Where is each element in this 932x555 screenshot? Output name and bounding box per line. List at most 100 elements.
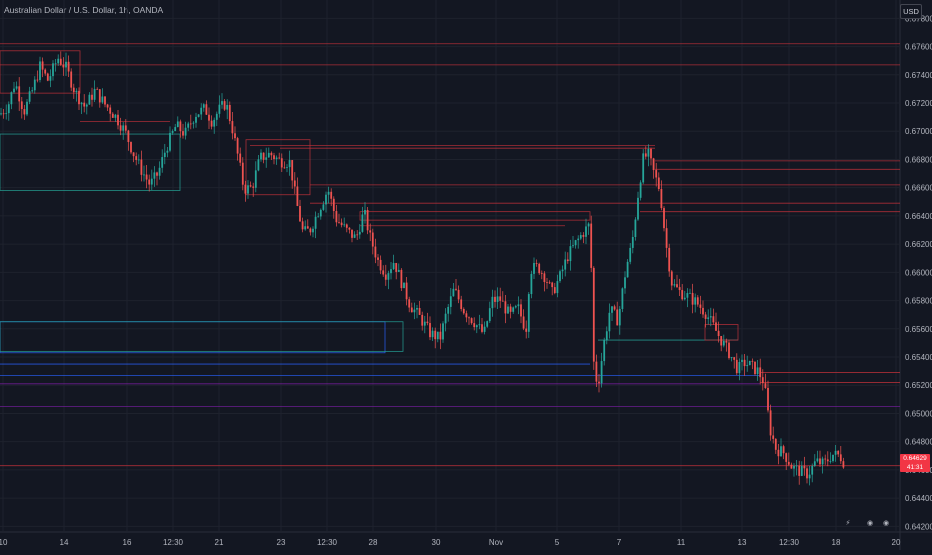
candle-body [733, 357, 736, 360]
candle-body [132, 152, 135, 157]
candle-body [249, 185, 252, 187]
candle-body [535, 263, 538, 264]
candle-body [579, 235, 582, 239]
candle-body [689, 292, 691, 294]
candle-body [117, 114, 119, 126]
y-tick-label: 0.64800 [905, 438, 932, 447]
candle-body [98, 89, 101, 103]
candle-body [304, 226, 307, 230]
candle-body [475, 325, 478, 328]
candle-body [387, 273, 390, 280]
x-tick-label: 7 [617, 538, 622, 547]
candle-body [109, 107, 112, 114]
candle-body [839, 454, 842, 462]
candle-body [96, 88, 99, 90]
candle-body [390, 269, 392, 274]
candle-body [751, 360, 754, 362]
candle-body [735, 359, 738, 374]
candle-body [834, 450, 837, 455]
candle-body [722, 340, 725, 346]
candle-body [657, 177, 660, 190]
candle-body [208, 114, 210, 121]
candle-body [499, 296, 502, 301]
candle-body [52, 63, 54, 77]
candle-body [548, 282, 551, 284]
currency-selector[interactable]: USD [900, 4, 922, 19]
candle-body [364, 209, 366, 215]
candle-body [683, 297, 686, 300]
candle-body [244, 184, 247, 194]
candle-body [442, 323, 444, 340]
candle-body [806, 468, 808, 479]
candle-body [189, 123, 192, 125]
candle-body [345, 224, 348, 228]
y-tick-label: 0.65600 [905, 325, 932, 334]
candle-body [33, 79, 36, 91]
candle-body [283, 167, 286, 169]
candle-body [465, 313, 468, 318]
candle-body [163, 152, 166, 158]
candle-body [538, 263, 541, 274]
candle-body [80, 102, 83, 105]
candle-body [218, 104, 221, 114]
candle-body [325, 194, 327, 205]
candle-body [158, 167, 161, 176]
candle-body [223, 101, 226, 110]
candle-body [616, 309, 619, 326]
candle-body [460, 299, 463, 309]
candle-body [522, 316, 525, 329]
candle-body [782, 446, 785, 454]
candle-body [798, 465, 801, 476]
candle-body [694, 297, 697, 305]
candle-body [525, 328, 528, 332]
candle-body [590, 223, 593, 268]
candle-body [618, 308, 621, 326]
candle-body [166, 150, 169, 153]
candle-body [738, 361, 741, 374]
candle-body [431, 330, 434, 338]
calendar-earnings-icon[interactable]: ◉ [882, 520, 890, 527]
candle-body [104, 96, 106, 105]
calendar-dividends-icon[interactable]: ◉ [866, 520, 874, 527]
candle-body [353, 234, 356, 238]
x-tick-label: Nov [489, 538, 503, 547]
candle-body [169, 132, 171, 151]
candle-body [759, 367, 762, 378]
candle-body [143, 174, 145, 176]
candle-body [652, 158, 655, 171]
candle-body [395, 263, 398, 272]
candle-body [681, 290, 684, 300]
candle-body [837, 450, 840, 455]
candle-body [720, 336, 723, 346]
candle-body [306, 226, 309, 229]
candle-body [813, 461, 816, 466]
candle-body [241, 162, 244, 185]
candle-body [54, 63, 57, 65]
candle-body [665, 228, 668, 248]
candle-body [309, 228, 312, 233]
candle-body [704, 314, 707, 319]
candle-body [603, 340, 606, 362]
candle-body [772, 435, 775, 439]
candle-body [286, 167, 288, 168]
zone-box [0, 50, 81, 94]
candle-body [527, 294, 530, 332]
candle-body [384, 274, 387, 280]
candle-body [361, 214, 364, 232]
x-tick-label: 12:30 [779, 538, 800, 547]
candle-body [340, 222, 343, 226]
candle-body [67, 61, 70, 72]
candle-body [215, 113, 218, 120]
candle-body [556, 281, 559, 294]
candle-body [507, 306, 509, 314]
candle-body [111, 113, 114, 118]
candle-body [624, 277, 626, 289]
candle-body [0, 113, 2, 115]
candle-body [278, 157, 281, 159]
candle-body [31, 90, 34, 92]
candle-body [57, 58, 60, 64]
lightning-icon[interactable]: ⚡ [845, 520, 851, 527]
candle-body [816, 458, 819, 462]
candle-body [231, 121, 234, 134]
